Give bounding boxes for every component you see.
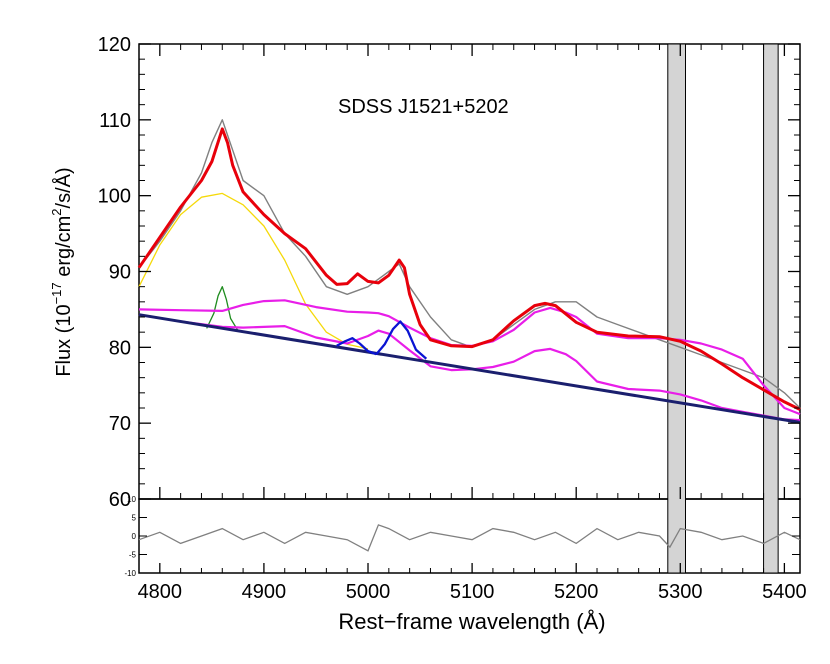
- residual-panel-frame: [138, 498, 801, 574]
- x-axis-label: Rest−frame wavelength (Å): [338, 609, 605, 634]
- residual-series: [138, 524, 801, 552]
- series-residual: [138, 524, 801, 552]
- series-narrow_hbeta: [206, 286, 239, 331]
- x-tick-label-5400: 5400: [762, 581, 807, 603]
- spectral-series: [137, 119, 801, 424]
- series-feii_on_continuum: [138, 313, 801, 422]
- y-tick-label-80: 80: [109, 337, 131, 359]
- axis-ticks: 4800 4900 5000 5100 5200 5300 5400607080901001…: [98, 34, 807, 603]
- y-axis-label: Flux (10−17 erg/cm2/s/Å): [49, 167, 75, 376]
- res-tick-label--10: -10: [124, 569, 136, 578]
- x-tick-label-4800: 4800: [138, 581, 183, 603]
- y-tick-label-120: 120: [98, 34, 131, 56]
- shaded-region-2: [763, 43, 779, 574]
- series-broad_hbeta: [138, 192, 369, 350]
- y-tick-label-100: 100: [98, 186, 131, 208]
- series-feii_template: [138, 299, 801, 416]
- res-tick-label-5: 5: [132, 514, 137, 523]
- x-tick-label-5300: 5300: [658, 581, 703, 603]
- excluded-regions: [667, 43, 779, 574]
- series-oiii_4959: [336, 337, 377, 356]
- series-oiii_5007: [375, 320, 428, 360]
- res-tick-label-10: 10: [127, 495, 136, 504]
- y-tick-label-110: 110: [99, 110, 131, 132]
- chart-title: SDSS J1521+5202: [338, 96, 509, 118]
- x-tick-label-4900: 4900: [242, 581, 287, 603]
- y-tick-label-60: 60: [109, 489, 131, 511]
- series-observed: [138, 119, 801, 409]
- x-tick-label-5100: 5100: [450, 581, 495, 603]
- x-tick-label-5200: 5200: [554, 581, 599, 603]
- series-continuum: [138, 313, 801, 424]
- y-tick-label-70: 70: [109, 413, 131, 435]
- shaded-region-1: [667, 43, 686, 574]
- x-tick-label-5000: 5000: [346, 581, 391, 603]
- res-tick-label--5: -5: [129, 551, 137, 560]
- res-tick-label-0: 0: [132, 532, 137, 541]
- y-tick-label-90: 90: [109, 262, 131, 284]
- series-total_model: [137, 127, 801, 411]
